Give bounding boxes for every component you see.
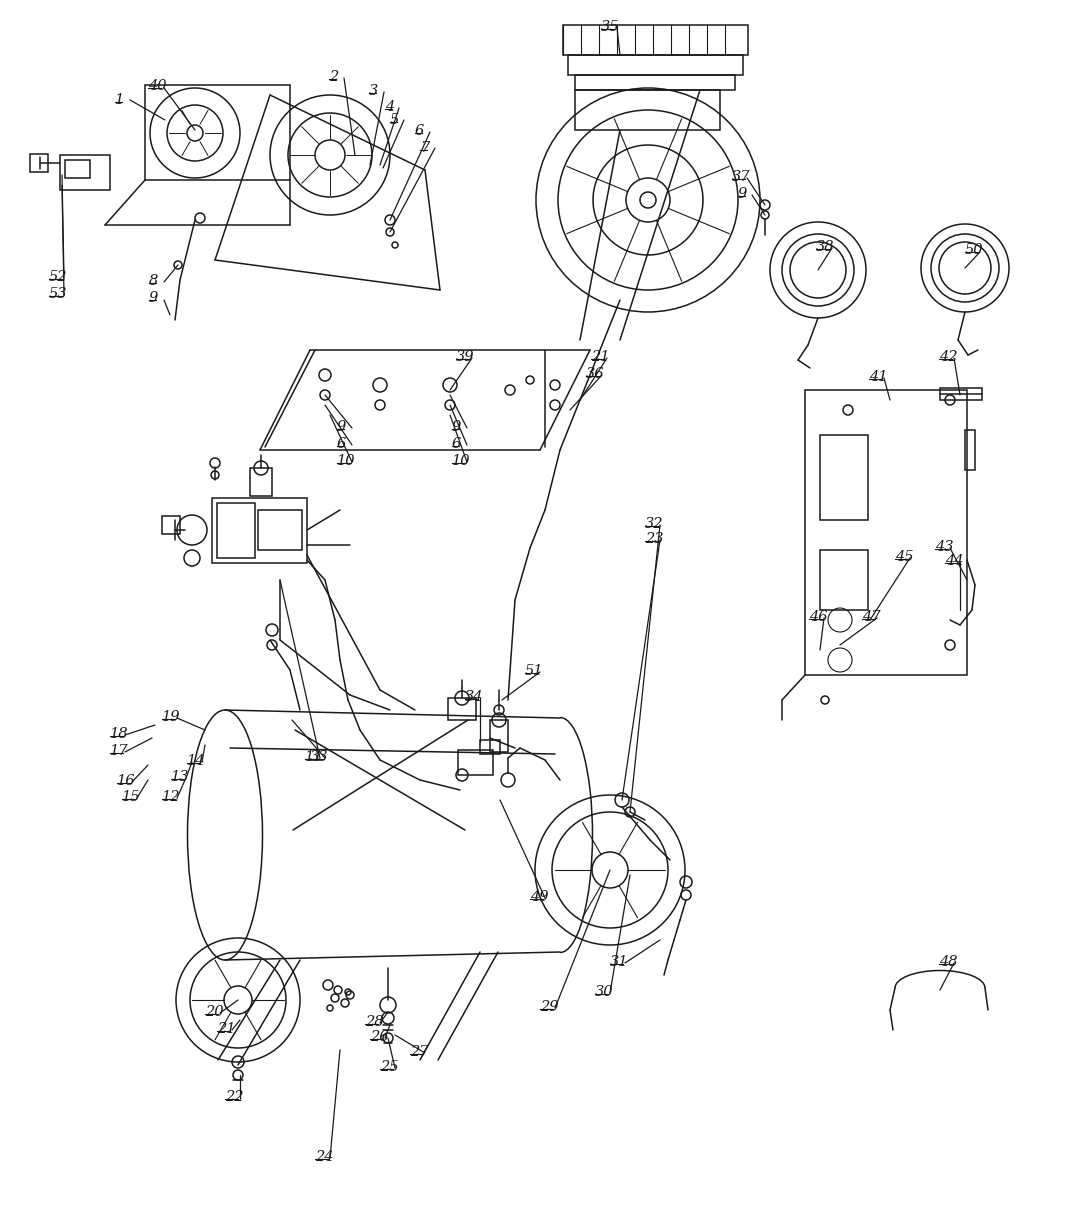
Text: 47: 47: [862, 610, 880, 625]
Text: 26: 26: [370, 1029, 388, 1044]
Text: 32: 32: [645, 517, 663, 531]
Bar: [481, 740, 500, 755]
Text: 31: 31: [610, 955, 629, 969]
Bar: [162, 517, 180, 534]
Text: 13: 13: [171, 771, 189, 784]
Text: 2: 2: [329, 70, 339, 83]
Text: 39: 39: [456, 350, 474, 364]
Bar: [212, 498, 307, 563]
Bar: [805, 390, 968, 675]
Bar: [64, 160, 90, 178]
Text: 21: 21: [591, 350, 610, 364]
Text: 49: 49: [530, 890, 548, 904]
Text: 46: 46: [809, 610, 828, 625]
Text: 22: 22: [225, 1090, 244, 1104]
Text: 11: 11: [305, 750, 324, 764]
Bar: [30, 155, 48, 172]
Bar: [568, 55, 743, 75]
Text: 27: 27: [410, 1045, 429, 1059]
Text: 43: 43: [935, 540, 954, 555]
Text: 37: 37: [732, 171, 750, 184]
Text: 45: 45: [895, 550, 914, 564]
Text: 53: 53: [49, 287, 68, 301]
Text: 14: 14: [187, 755, 205, 768]
Text: 48: 48: [938, 955, 958, 969]
Text: 19: 19: [162, 710, 181, 724]
Text: 34: 34: [465, 690, 484, 704]
Text: 41: 41: [869, 371, 888, 384]
Bar: [820, 550, 868, 610]
Bar: [250, 467, 272, 496]
Text: 16: 16: [117, 774, 135, 788]
Bar: [820, 436, 868, 520]
Text: 36: 36: [586, 367, 604, 382]
Text: 10: 10: [336, 454, 356, 467]
Text: 52: 52: [49, 270, 68, 283]
Bar: [940, 388, 981, 400]
Bar: [448, 698, 476, 720]
Text: 7: 7: [420, 141, 429, 155]
Text: 18: 18: [110, 728, 129, 741]
Bar: [575, 90, 720, 130]
Text: 3: 3: [369, 83, 378, 98]
Bar: [458, 750, 493, 775]
Text: 25: 25: [379, 1060, 399, 1074]
Text: 12: 12: [162, 790, 181, 804]
Text: 15: 15: [121, 790, 141, 804]
Text: 9: 9: [149, 291, 158, 306]
Bar: [145, 85, 290, 180]
Text: 23: 23: [645, 533, 663, 546]
Text: 17: 17: [110, 744, 129, 758]
Text: 29: 29: [540, 1000, 559, 1014]
Text: 51: 51: [525, 664, 544, 679]
Text: 8: 8: [149, 274, 158, 288]
Text: 9: 9: [452, 420, 461, 434]
Text: 28: 28: [366, 1015, 384, 1029]
Text: 21: 21: [217, 1022, 235, 1036]
Bar: [217, 503, 255, 558]
Text: 35: 35: [601, 20, 619, 34]
Text: 10: 10: [452, 454, 471, 467]
Text: 1: 1: [115, 93, 125, 107]
Text: 9: 9: [739, 187, 747, 201]
Text: 42: 42: [938, 350, 958, 364]
Text: 6: 6: [415, 124, 425, 137]
Text: 5: 5: [390, 113, 399, 128]
Bar: [563, 25, 748, 55]
Bar: [575, 75, 735, 90]
Text: 44: 44: [945, 555, 963, 568]
Text: 50: 50: [965, 243, 984, 256]
Text: 40: 40: [148, 79, 167, 93]
Text: 4: 4: [385, 99, 395, 114]
Text: 6: 6: [452, 437, 461, 452]
Bar: [258, 510, 302, 550]
Bar: [965, 429, 975, 470]
Text: 20: 20: [205, 1005, 224, 1018]
Text: 24: 24: [315, 1150, 333, 1164]
Text: 38: 38: [816, 240, 834, 254]
Text: 30: 30: [594, 985, 614, 999]
Bar: [490, 720, 508, 752]
Text: 33: 33: [310, 750, 329, 764]
Bar: [60, 155, 110, 190]
Text: 6: 6: [336, 437, 346, 452]
Text: 9: 9: [336, 420, 346, 434]
